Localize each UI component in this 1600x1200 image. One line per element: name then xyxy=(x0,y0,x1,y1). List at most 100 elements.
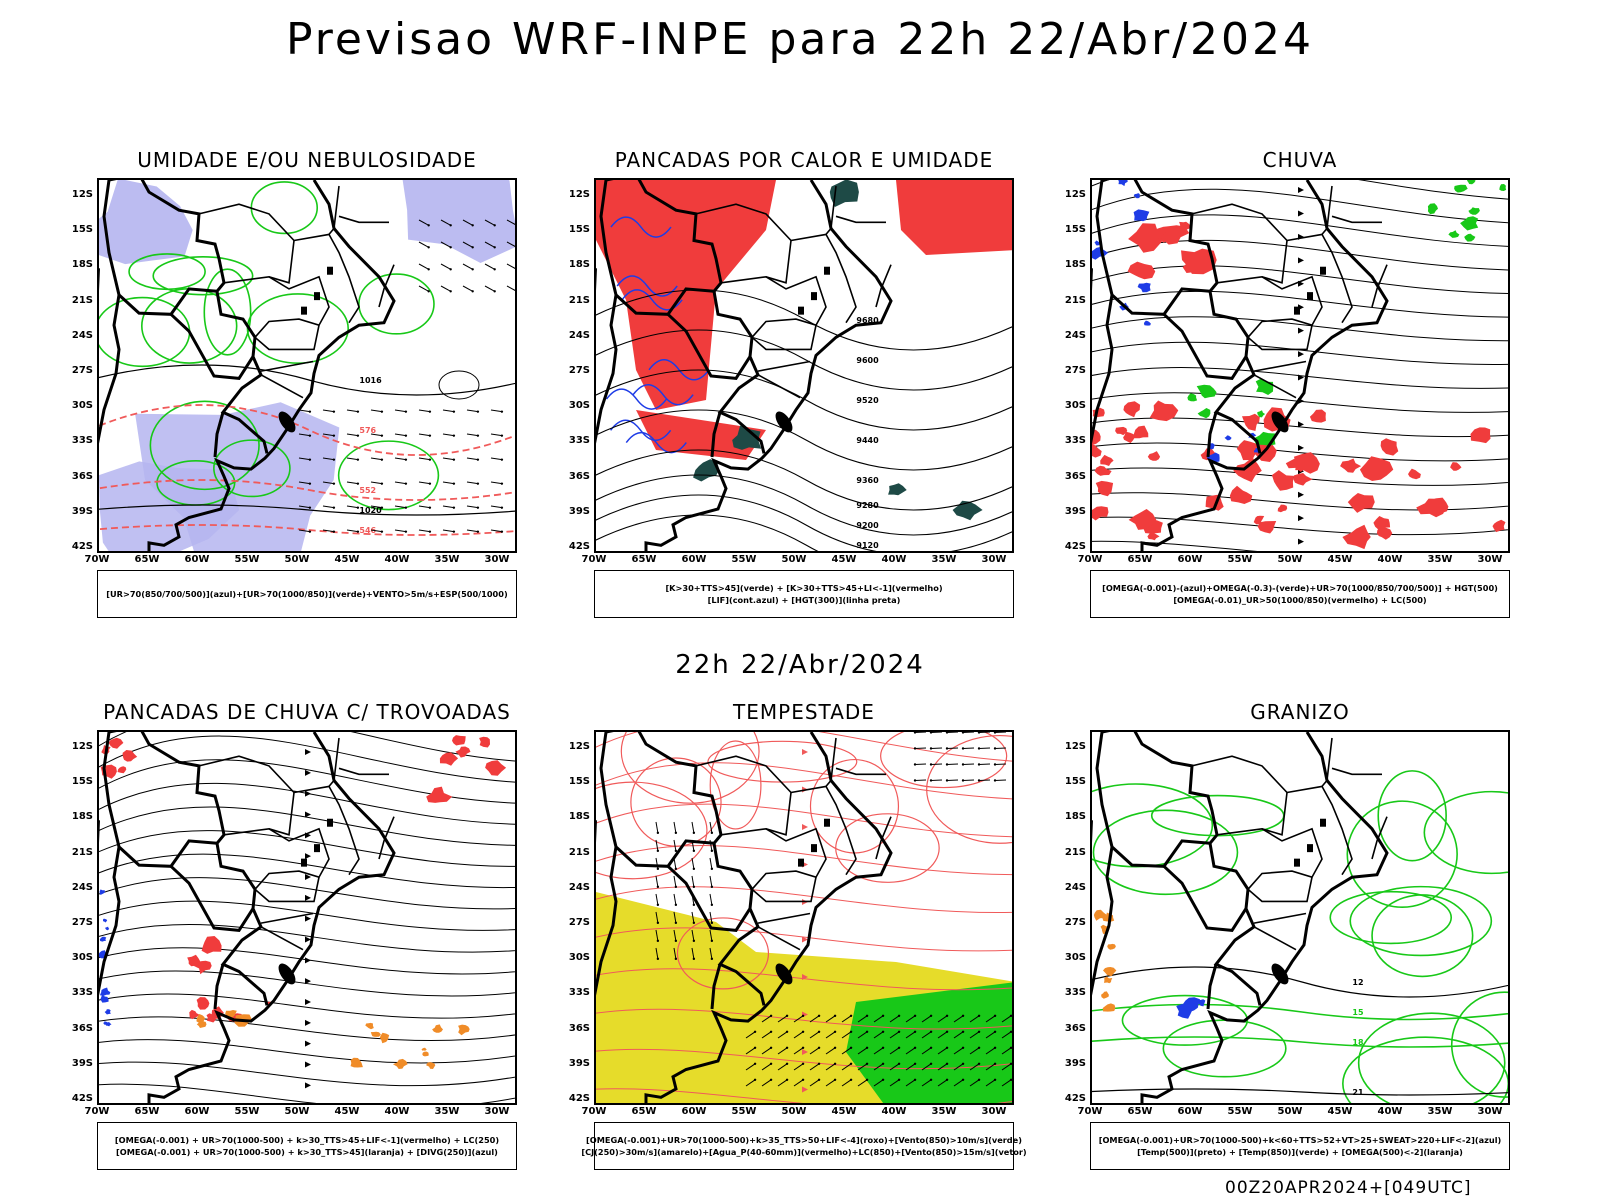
lon-tick-label: 40W xyxy=(881,1106,907,1117)
lat-tick-label: 33S xyxy=(71,435,93,447)
page-title: Previsao WRF-INPE para 22h 22/Abr/2024 xyxy=(285,14,1314,65)
lat-tick-label: 18S xyxy=(568,811,590,823)
lat-tick-label: 27S xyxy=(71,917,93,928)
legend-umidade-e-ou-nebulosidade: [UR>70(850/700/500)](azul)+[UR>70(1000/8… xyxy=(97,570,517,618)
svg-text:9520: 9520 xyxy=(856,396,879,405)
lon-tick-label: 50W xyxy=(1277,554,1303,565)
lat-tick-label: 12S xyxy=(568,189,590,200)
lon-tick-label: 70W xyxy=(581,554,607,565)
lat-tick-label: 24S xyxy=(568,881,590,893)
svg-text:21: 21 xyxy=(1352,1088,1364,1097)
lat-tick-label: 39S xyxy=(1064,1057,1086,1069)
lon-tick-label: 55W xyxy=(731,554,757,565)
lon-tick-label: 70W xyxy=(581,1106,607,1117)
svg-text:12: 12 xyxy=(1352,978,1363,987)
lat-tick-label: 18S xyxy=(568,259,590,271)
map-panel-pancadas-de-chuva-c-trovoadas xyxy=(97,730,517,1105)
lat-tick-label: 24S xyxy=(71,329,93,341)
legend-chuva: [OMEGA(-0.001)-(azul)+OMEGA(-0.3)-(verde… xyxy=(1090,570,1510,618)
legend-pancadas-de-chuva-c-trovoadas: [OMEGA(-0.001) + UR>70(1000-500) + k>30_… xyxy=(97,1122,517,1170)
run-info-footer: 00Z20APR2024+[049UTC] xyxy=(1225,1178,1472,1198)
map-outlines xyxy=(99,180,396,551)
lon-tick-label: 55W xyxy=(234,1106,260,1117)
lat-tick-label: 33S xyxy=(568,987,590,999)
lon-tick-label: 65W xyxy=(1127,1106,1153,1117)
lat-tick-label: 30S xyxy=(568,400,590,412)
lon-tick-label: 35W xyxy=(434,1106,460,1117)
map-outlines xyxy=(99,732,396,1103)
legend-line: [OMEGA(-0.001) + UR>70(1000-500) + k>30_… xyxy=(114,1135,500,1145)
lat-tick-label: 12S xyxy=(71,741,93,752)
map-panel-tempestade xyxy=(594,730,1014,1105)
svg-text:1016: 1016 xyxy=(359,376,382,385)
lon-tick-label: 55W xyxy=(1227,554,1253,565)
lat-tick-label: 15S xyxy=(1064,224,1086,236)
lat-tick-label: 18S xyxy=(71,259,93,271)
legend-line: [K>30+TTS>45](verde) + [K>30+TTS>45+LI<-… xyxy=(665,583,943,593)
lat-tick-label: 27S xyxy=(1064,365,1086,376)
lat-tick-label: 42S xyxy=(71,541,93,552)
lon-tick-label: 60W xyxy=(184,554,210,565)
lon-tick-label: 70W xyxy=(1077,554,1103,565)
svg-text:1020: 1020 xyxy=(359,506,382,515)
lon-tick-label: 60W xyxy=(681,1106,707,1117)
panel-title-granizo: GRANIZO xyxy=(1250,700,1350,724)
lat-tick-label: 27S xyxy=(568,917,590,928)
map-plot-chuva xyxy=(1092,180,1508,551)
lon-tick-label: 55W xyxy=(234,554,260,565)
lon-tick-label: 30W xyxy=(981,554,1007,565)
lon-tick-label: 30W xyxy=(484,1106,510,1117)
lat-tick-label: 24S xyxy=(1064,881,1086,893)
legend-line: [OMEGA(-0.001) + UR>70(1000-500) + k>30_… xyxy=(116,1147,498,1157)
lon-tick-label: 35W xyxy=(1427,554,1453,565)
lat-tick-label: 30S xyxy=(568,952,590,964)
lat-tick-label: 39S xyxy=(1064,505,1086,517)
panel-title-umidade-e-ou-nebulosidade: UMIDADE E/OU NEBULOSIDADE xyxy=(137,148,477,172)
lon-tick-label: 65W xyxy=(134,554,160,565)
lat-tick-label: 36S xyxy=(1064,470,1086,482)
lat-tick-label: 18S xyxy=(1064,811,1086,823)
lon-tick-label: 60W xyxy=(681,554,707,565)
lat-tick-label: 36S xyxy=(1064,1022,1086,1034)
lon-tick-label: 40W xyxy=(1377,1106,1403,1117)
svg-text:9280: 9280 xyxy=(856,501,879,510)
lon-tick-label: 45W xyxy=(1327,1106,1353,1117)
lat-tick-label: 21S xyxy=(568,294,590,306)
lon-tick-label: 45W xyxy=(831,1106,857,1117)
lon-tick-label: 45W xyxy=(1327,554,1353,565)
lon-tick-label: 40W xyxy=(1377,554,1403,565)
lat-tick-label: 42S xyxy=(568,1093,590,1104)
lon-tick-label: 35W xyxy=(931,1106,957,1117)
lat-tick-label: 21S xyxy=(1064,294,1086,306)
lon-tick-label: 35W xyxy=(434,554,460,565)
lon-tick-label: 60W xyxy=(1177,1106,1203,1117)
svg-text:18: 18 xyxy=(1352,1038,1364,1047)
lat-tick-label: 24S xyxy=(568,329,590,341)
map-plot-pancadas-por-calor-e-umidade: 9680 9600 9520 9440 9360 9280 9200 9120 xyxy=(596,180,1012,551)
svg-text:9680: 9680 xyxy=(856,316,879,325)
map-outlines xyxy=(1092,180,1389,551)
svg-text:9360: 9360 xyxy=(856,476,879,485)
lat-tick-label: 27S xyxy=(1064,917,1086,928)
lon-tick-label: 65W xyxy=(631,1106,657,1117)
lon-tick-label: 45W xyxy=(831,554,857,565)
lat-tick-label: 12S xyxy=(1064,189,1086,200)
map-outlines xyxy=(596,732,893,1103)
map-plot-granizo: 15 18 12 21 xyxy=(1092,732,1508,1103)
lon-tick-label: 55W xyxy=(731,1106,757,1117)
svg-text:9600: 9600 xyxy=(856,356,879,365)
lat-tick-label: 42S xyxy=(71,1093,93,1104)
svg-text:15: 15 xyxy=(1352,1008,1364,1017)
lat-tick-label: 21S xyxy=(1064,846,1086,858)
svg-text:9120: 9120 xyxy=(856,541,879,550)
legend-tempestade: [OMEGA(-0.001)+UR>70(1000-500)+k>35_TTS>… xyxy=(581,1122,1027,1170)
lat-tick-label: 39S xyxy=(71,505,93,517)
middle-date-title: 22h 22/Abr/2024 xyxy=(675,650,925,680)
map-panel-granizo: 15 18 12 21 xyxy=(1090,730,1510,1105)
wind-vectors xyxy=(913,732,1007,782)
svg-text:546: 546 xyxy=(359,526,376,535)
lat-tick-label: 30S xyxy=(71,400,93,412)
legend-line: [LIF](cont.azul) + [HGT(300)](linha pret… xyxy=(707,595,901,605)
lon-tick-label: 70W xyxy=(1077,1106,1103,1117)
map-panel-pancadas-por-calor-e-umidade: 9680 9600 9520 9440 9360 9280 9200 9120 xyxy=(594,178,1014,553)
